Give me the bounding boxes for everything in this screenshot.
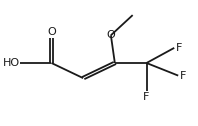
Text: O: O: [107, 30, 115, 40]
Text: O: O: [47, 27, 56, 37]
Text: F: F: [176, 43, 183, 53]
Text: F: F: [143, 92, 150, 102]
Text: F: F: [180, 71, 187, 81]
Text: HO: HO: [3, 58, 20, 68]
